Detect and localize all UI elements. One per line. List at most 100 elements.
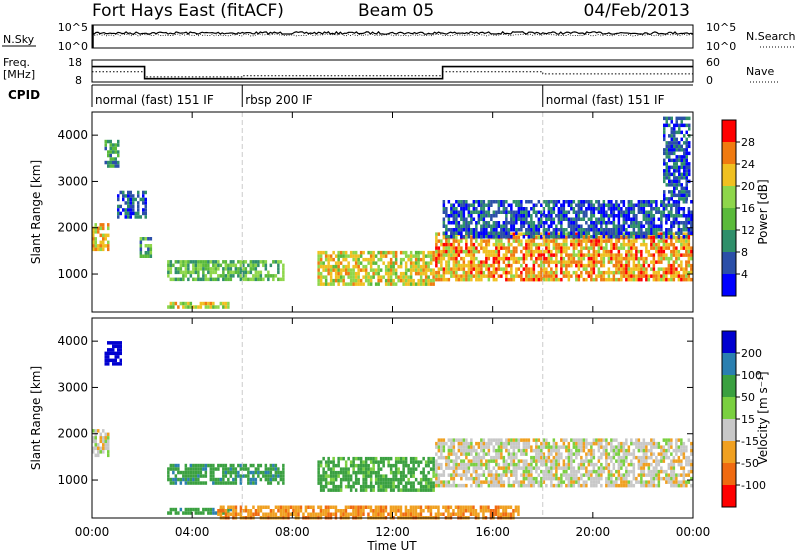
heatmap-cell <box>222 278 225 282</box>
heatmap-cell <box>553 218 556 222</box>
heatmap-cell <box>673 169 676 173</box>
heatmap-cell <box>172 467 175 471</box>
colorbar-segment <box>722 120 736 142</box>
heatmap-cell <box>653 459 656 463</box>
heatmap-cell <box>252 513 255 517</box>
heatmap-cell <box>688 438 691 442</box>
heatmap-cell <box>650 438 653 442</box>
heatmap-cell <box>257 509 260 513</box>
heatmap-cell <box>410 488 413 492</box>
heatmap-cell <box>685 250 688 254</box>
heatmap-cell <box>593 463 596 467</box>
heatmap-cell <box>425 478 428 482</box>
heatmap-cell <box>478 477 481 481</box>
heatmap-cell <box>97 443 100 447</box>
heatmap-cell <box>327 457 330 461</box>
heatmap-cell <box>658 477 661 481</box>
heatmap-cell <box>473 204 476 208</box>
heatmap-cell <box>673 232 676 236</box>
heatmap-cell <box>232 274 235 278</box>
heatmap-cell <box>272 274 275 278</box>
heatmap-cell <box>565 264 568 268</box>
heatmap-cell <box>510 442 512 446</box>
heatmap-cell <box>220 509 223 513</box>
heatmap-cell <box>645 235 648 239</box>
heatmap-cell <box>538 243 541 247</box>
heatmap-cell <box>468 477 471 481</box>
heatmap-cell <box>275 513 278 517</box>
heatmap-cell <box>688 145 691 149</box>
heatmap-cell <box>442 506 445 510</box>
heatmap-cell <box>628 278 631 282</box>
heatmap-cell <box>495 257 498 261</box>
heatmap-cell <box>240 278 243 282</box>
heatmap-cell <box>608 484 611 488</box>
heatmap-cell <box>335 488 338 492</box>
heatmap-cell <box>618 246 621 250</box>
heatmap-cell <box>683 253 686 257</box>
heatmap-cell <box>448 271 451 275</box>
heatmap-cell <box>97 248 100 252</box>
heatmap-cell <box>142 208 145 212</box>
heatmap-cell <box>523 257 526 261</box>
heatmap-cell <box>590 459 593 463</box>
heatmap-cell <box>520 459 523 463</box>
heatmap-cell <box>478 214 481 218</box>
heatmap-cell <box>417 460 420 464</box>
heatmap-cell <box>375 268 378 272</box>
heatmap-cell <box>690 470 693 474</box>
heatmap-cell <box>535 463 538 467</box>
heatmap-cell <box>528 200 531 204</box>
heatmap-cell <box>483 232 486 236</box>
heatmap-cell <box>265 478 268 482</box>
heatmap-cell <box>650 225 653 229</box>
heatmap-cell <box>340 261 343 265</box>
heatmap-cell <box>235 513 238 517</box>
heatmap-cell <box>460 214 463 218</box>
heatmap-cell <box>665 449 668 453</box>
heatmap-cell <box>205 481 208 485</box>
heatmap-cell <box>392 506 395 510</box>
heatmap-cell <box>277 481 280 485</box>
heatmap-cell <box>660 239 663 243</box>
heatmap-cell <box>202 302 205 306</box>
heatmap-cell <box>505 235 508 239</box>
heatmap-cell <box>220 478 223 482</box>
heatmap-cell <box>643 211 646 215</box>
heatmap-cell <box>530 463 533 467</box>
heatmap-cell <box>540 260 543 264</box>
heatmap-cell <box>595 218 598 222</box>
heatmap-cell <box>545 466 548 470</box>
heatmap-cell <box>580 459 583 463</box>
heatmap-cell <box>105 161 108 165</box>
heatmap-cell <box>385 251 388 255</box>
heatmap-cell <box>525 207 528 211</box>
heatmap-cell <box>470 239 473 243</box>
heatmap-cell <box>180 260 183 264</box>
heatmap-cell <box>468 278 471 282</box>
heatmap-cell <box>671 152 674 156</box>
heatmap-cell <box>640 243 643 247</box>
heatmap-cell <box>360 506 363 510</box>
heatmap-cell <box>620 456 623 460</box>
heatmap-cell <box>220 506 223 510</box>
heatmap-cell <box>147 248 150 252</box>
heatmap-cell <box>205 305 208 309</box>
heatmap-cell <box>680 473 683 477</box>
heatmap-cell <box>500 211 503 215</box>
heatmap-cell <box>493 477 496 481</box>
heatmap-cell <box>493 232 496 236</box>
heatmap-cell <box>498 239 501 243</box>
heatmap-cell <box>222 506 225 510</box>
heatmap-cell <box>588 477 591 481</box>
heatmap-cell <box>468 253 471 257</box>
heatmap-cell <box>673 480 676 484</box>
heatmap-cell <box>190 471 193 475</box>
heatmap-cell <box>673 466 676 470</box>
heatmap-cell <box>508 484 511 488</box>
heatmap-cell <box>150 244 153 248</box>
heatmap-cell <box>690 449 693 453</box>
heatmap-cell <box>580 463 583 467</box>
heatmap-cell <box>530 235 533 239</box>
heatmap-cell <box>453 264 456 268</box>
